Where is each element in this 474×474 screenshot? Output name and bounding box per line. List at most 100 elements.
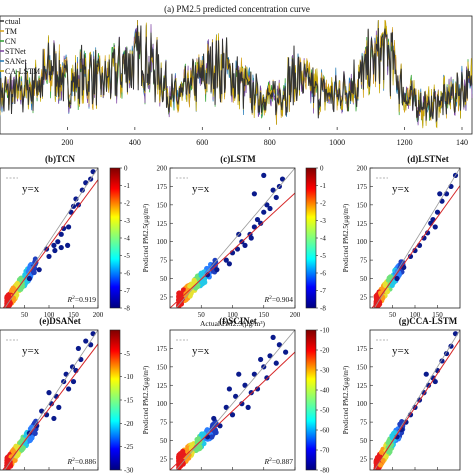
fit-line [170, 351, 295, 470]
colorbar [109, 167, 121, 309]
density-point [13, 443, 19, 449]
y-tick-label: 25 [360, 293, 368, 301]
fit-line [372, 338, 460, 470]
scatter-point [75, 202, 81, 208]
density-point [194, 446, 201, 452]
scatter-point [226, 386, 232, 392]
scatter-point [251, 191, 257, 197]
density-point [378, 449, 385, 455]
density-point [10, 285, 16, 291]
scatter-point [242, 242, 248, 248]
scatter-point [270, 334, 276, 340]
y-tick-label: 50 [160, 437, 168, 445]
scatter-point [79, 187, 85, 193]
scatter-point [65, 242, 71, 248]
panel-c-title: (c)LSTM [220, 154, 256, 164]
colorbar-tick-label: -8 [320, 305, 326, 313]
identity-legend-label: y=x [392, 183, 410, 195]
y-tick-label: 50 [360, 275, 368, 283]
scatter-point [279, 176, 286, 182]
scatter-point [229, 412, 236, 418]
fit-line [170, 192, 295, 308]
scatter-point [254, 386, 261, 392]
x-tick-label: 150 [259, 311, 270, 319]
density-point [380, 457, 386, 464]
panel-e: (e)DSANety=xR2=0.88650100150200-5-10-15-… [0, 316, 134, 474]
scatter-point [66, 224, 72, 230]
colorbar-tick-label: -25 [124, 443, 134, 451]
scatter-point [254, 216, 261, 223]
scatter-point [70, 203, 77, 209]
colorbar [305, 167, 317, 309]
y-tick-label: 150 [157, 201, 168, 209]
scatter-point [61, 225, 67, 232]
scatter-point [267, 353, 273, 359]
density-point [180, 287, 187, 293]
scatter-point [245, 404, 251, 410]
fit-line [2, 178, 98, 308]
x-tick-label: 100 [227, 311, 238, 319]
scatter-point [261, 172, 267, 178]
density-point [382, 282, 389, 288]
colorbar-tick-label: -6 [320, 270, 326, 278]
scatter-point [52, 247, 58, 254]
scatter-point [432, 224, 438, 230]
x-tick-label: 600 [196, 138, 208, 147]
scatter-point [223, 257, 229, 263]
y-tick-label: 75 [160, 257, 168, 265]
colorbar-tick-label: -5 [320, 252, 326, 260]
scatter-point [46, 253, 52, 260]
scatter-point [421, 235, 427, 241]
scatter-point [258, 220, 264, 226]
y-tick-label: 100 [357, 238, 368, 246]
scatter-point [270, 187, 276, 193]
y-axis-label: Predicted PM2.5(μg/m³) [342, 203, 350, 272]
identity-legend-label: y=x [192, 345, 210, 357]
density-point [385, 449, 392, 455]
scatter-point [83, 338, 89, 344]
colorbar-tick-label: -7 [124, 287, 130, 295]
scatter-point [239, 401, 245, 407]
colorbar-tick-label: 0 [320, 165, 324, 173]
y-tick-label: 125 [357, 220, 368, 228]
scatter-point [63, 371, 69, 377]
scatter-point [432, 378, 438, 385]
r2-label: R2=0.919 [67, 295, 97, 304]
density-point [195, 436, 202, 442]
x-tick-label: 200 [61, 138, 73, 147]
colorbar-tick-label: -80 [320, 467, 330, 474]
panel-d: (d)LSTNet y=x 50 100 150 25 50 75 100 125 150 175 20… [342, 154, 461, 319]
scatter-point [78, 356, 84, 363]
scatter-point [407, 253, 414, 260]
scatter-point [242, 382, 248, 388]
colorbar-tick-label: -6 [124, 270, 130, 278]
colorbar-tick-label: -1 [124, 182, 130, 190]
r2-label: R2=0.887 [264, 457, 294, 466]
density-point [191, 277, 197, 284]
x-axis-label: Actual PM2.5(μg/m³) [200, 319, 266, 328]
y-tick-label: 150 [357, 201, 368, 209]
scatter-point [273, 360, 279, 366]
density-point [386, 275, 392, 281]
panel-a-title: (a) PM2.5 predicted concentration curve [164, 4, 310, 14]
scatter-point [90, 331, 96, 337]
legend-entry: SANet [5, 57, 28, 66]
colorbar-tick-label: -5 [124, 252, 130, 260]
scatter-point [211, 415, 217, 422]
scatter-point [26, 275, 32, 282]
panel-d-plot [371, 168, 460, 308]
density-point [373, 293, 379, 299]
y-tick-label: 175 [357, 345, 368, 353]
density-point [200, 431, 207, 437]
r2-label: R2=0.886 [67, 457, 97, 466]
legend-entry: CN [5, 37, 16, 46]
density-point [209, 434, 215, 440]
scatter-point [251, 224, 257, 230]
y-tick-label: 75 [360, 257, 368, 265]
identity-legend-label: y=x [22, 345, 40, 357]
scatter-point [267, 205, 273, 212]
colorbar-tick-label: -3 [124, 217, 130, 225]
panel-g-plot [372, 330, 460, 470]
scatter-point [276, 342, 282, 348]
